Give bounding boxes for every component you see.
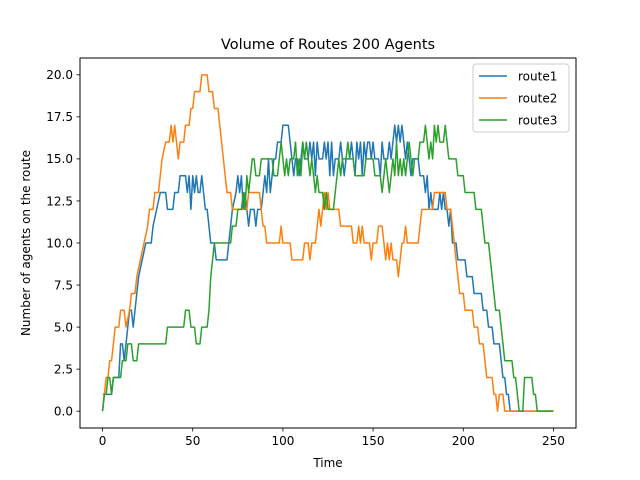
x-tick-label: 50 <box>185 434 200 448</box>
y-tick-label: 15.0 <box>46 152 73 166</box>
legend-label-route3: route3 <box>518 113 557 127</box>
y-tick-label: 5.0 <box>54 320 73 334</box>
series-line-route3 <box>101 124 554 412</box>
y-tick-label: 0.0 <box>54 404 73 418</box>
x-axis-label: Time <box>312 456 342 470</box>
series-line-route1 <box>101 124 554 412</box>
y-tick-label: 17.5 <box>46 110 73 124</box>
legend-box <box>472 63 570 133</box>
y-axis: 0.0 2.5 5.0 7.5 10.0 12.5 15.0 17.5 20.0 <box>46 68 80 418</box>
y-tick-label: 7.5 <box>54 278 73 292</box>
x-tick-label: 100 <box>271 434 294 448</box>
chart-title: Volume of Routes 200 Agents <box>221 37 435 53</box>
series-layer <box>101 74 554 412</box>
y-tick-label: 20.0 <box>46 68 73 82</box>
y-tick-label: 10.0 <box>46 236 73 250</box>
y-tick-label: 12.5 <box>46 194 73 208</box>
legend-label-route1: route1 <box>518 69 557 83</box>
x-axis: 0 50 100 150 200 250 <box>99 428 565 448</box>
y-axis-label: Number of agents on the route <box>19 150 33 336</box>
series-line-route2 <box>102 74 554 412</box>
x-tick-label: 250 <box>542 434 565 448</box>
legend-label-route2: route2 <box>518 91 557 105</box>
x-tick-label: 0 <box>99 434 107 448</box>
x-tick-label: 150 <box>362 434 385 448</box>
x-tick-label: 200 <box>452 434 475 448</box>
y-tick-label: 2.5 <box>54 362 73 376</box>
legend: route1 route2 route3 <box>472 63 570 133</box>
